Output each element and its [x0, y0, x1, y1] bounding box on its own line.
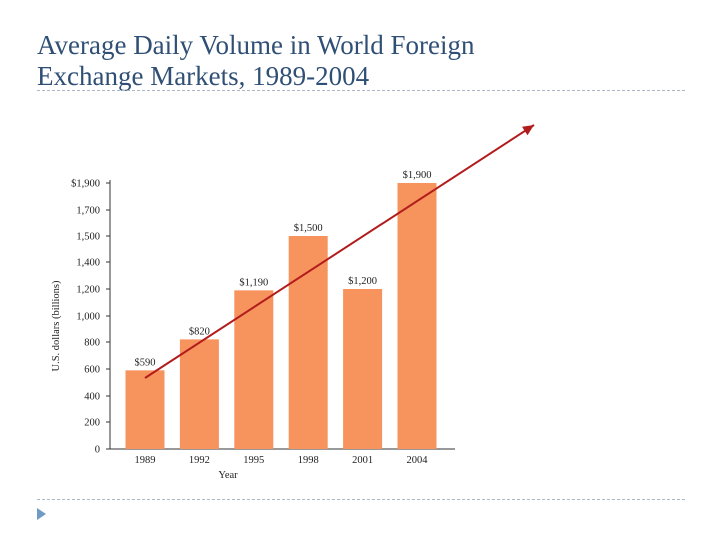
slide-title: Average Daily Volume in World Foreign Ex…: [37, 30, 677, 92]
y-tick-label: 1,000: [76, 312, 100, 323]
y-tick-label: 1,200: [76, 285, 100, 296]
slide-title-line-1: Average Daily Volume in World Foreign: [37, 30, 475, 60]
bullet-triangle-icon: [37, 508, 46, 520]
x-tick-label: 1998: [298, 455, 319, 466]
bar-value-label: $820: [189, 326, 210, 337]
title-divider: [37, 90, 685, 91]
x-axis-title: Year: [218, 470, 238, 481]
x-tick-label: 1992: [189, 455, 210, 466]
bar: [179, 339, 219, 449]
y-tick-label: 0: [95, 445, 100, 456]
bar: [288, 236, 328, 449]
y-tick-label: 1,400: [76, 258, 100, 269]
bar: [125, 370, 165, 449]
bar-value-label: $1,500: [294, 223, 323, 234]
y-tick-label: 800: [84, 338, 100, 349]
bar-value-label: $1,900: [403, 170, 432, 181]
y-tick-label: $1,900: [71, 179, 100, 190]
y-tick-label: 1,500: [76, 232, 100, 243]
y-tick-label: 600: [84, 365, 100, 376]
bar: [234, 290, 274, 449]
bar-value-label: $1,200: [348, 276, 377, 287]
y-tick-label: 200: [84, 418, 100, 429]
y-axis-title: U.S. dollars (billions): [51, 280, 62, 372]
x-tick-label: 2001: [352, 455, 373, 466]
trend-arrow-line: [144, 124, 535, 379]
bar-value-label: $590: [135, 357, 156, 368]
bar: [343, 289, 383, 449]
footer-divider: [37, 499, 685, 500]
bar-value-label: $1,190: [239, 277, 268, 288]
x-tick-label: 1989: [135, 455, 156, 466]
y-tick-label: 400: [84, 392, 100, 403]
bar: [397, 183, 437, 449]
trend-arrowhead-icon: [522, 125, 534, 136]
x-tick-label: 2004: [407, 455, 429, 466]
slide-title-line-2: Exchange Markets, 1989-2004: [37, 61, 370, 91]
y-tick-label: 1,700: [76, 206, 100, 217]
x-tick-label: 1995: [243, 455, 264, 466]
